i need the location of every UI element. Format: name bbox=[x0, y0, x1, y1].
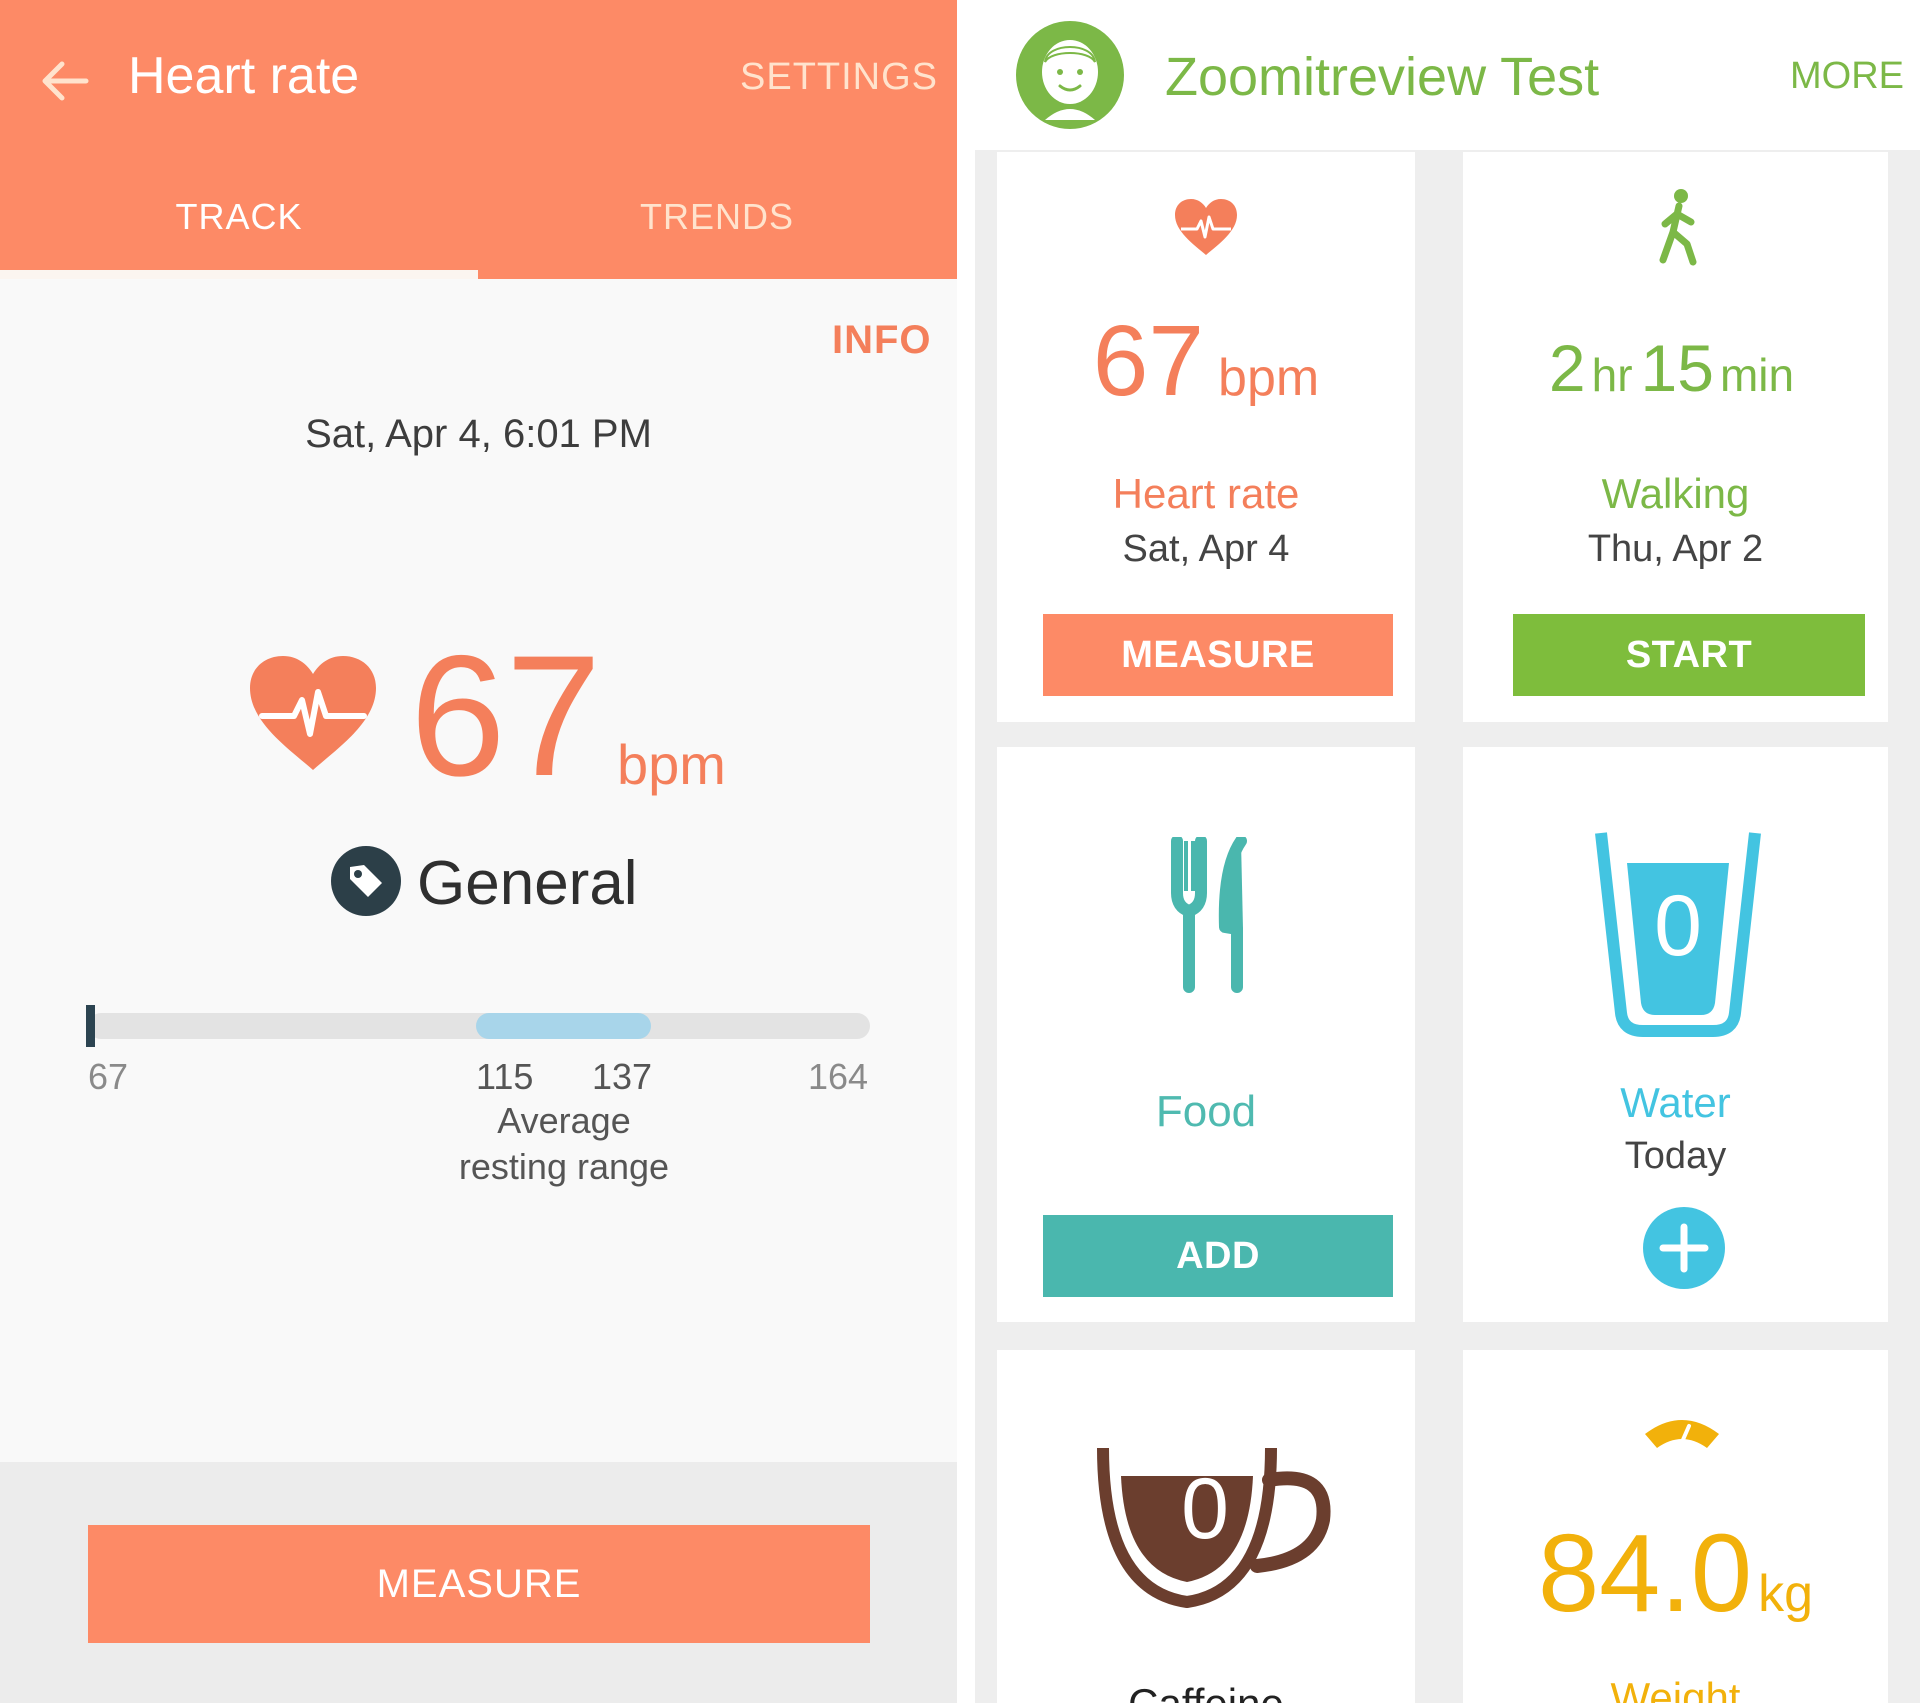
caffeine-count: 0 bbox=[1181, 1461, 1229, 1557]
weight-summary: 84.0 kg bbox=[1463, 1510, 1888, 1637]
fork-knife-icon bbox=[1171, 837, 1247, 993]
tag-icon[interactable] bbox=[330, 845, 402, 917]
more-button[interactable]: MORE bbox=[1790, 55, 1904, 97]
active-tab-indicator bbox=[0, 270, 478, 279]
range-low-label: 115 bbox=[476, 1056, 534, 1097]
measure-card-button[interactable]: MEASURE bbox=[1043, 614, 1393, 696]
food-card-label: Food bbox=[1155, 1087, 1257, 1136]
heart-pulse-icon bbox=[1175, 199, 1237, 255]
heart-rate-card-date: Sat, Apr 4 bbox=[1122, 528, 1290, 570]
range-high-label: 137 bbox=[592, 1056, 653, 1097]
weight-unit: kg bbox=[1758, 1565, 1813, 1623]
start-button[interactable]: START bbox=[1513, 614, 1865, 696]
walking-person-icon bbox=[1659, 189, 1697, 266]
heart-rate-card-unit: bpm bbox=[1218, 349, 1320, 407]
coffee-cup-icon bbox=[1097, 1447, 1331, 1609]
water-glass-icon bbox=[1595, 832, 1761, 1037]
caffeine-card-label: Caffeine bbox=[997, 1680, 1415, 1703]
walking-card-label: Walking bbox=[1601, 470, 1750, 517]
heart-rate-card-value: 67 bbox=[1092, 305, 1205, 417]
page-title: Heart rate bbox=[128, 47, 360, 105]
dashboard-screen: Zoomitreview Test MORE 67 bpm Heart rate … bbox=[975, 0, 1920, 1703]
info-button[interactable]: INFO bbox=[832, 318, 932, 362]
walking-duration: 2 hr 15 min bbox=[1463, 330, 1888, 406]
current-value-marker bbox=[86, 1005, 95, 1047]
food-card[interactable]: Food ADD bbox=[997, 747, 1415, 1322]
profile-bar bbox=[975, 0, 1920, 150]
heart-rate-card-label: Heart rate bbox=[1112, 470, 1300, 517]
heart-rate-value: 67 bbox=[410, 620, 602, 812]
range-min-label: 67 bbox=[88, 1056, 129, 1097]
water-card-date: Today bbox=[1624, 1135, 1727, 1177]
weight-card[interactable]: 84.0 kg Weight bbox=[1463, 1350, 1888, 1703]
weight-card-label: Weight bbox=[1610, 1674, 1741, 1703]
heart-rate-screen: Heart rate SETTINGS TRACK TRENDS INFO Sa… bbox=[0, 0, 957, 1703]
avatar[interactable] bbox=[1015, 20, 1125, 130]
walking-minutes: 15 bbox=[1640, 331, 1714, 405]
weight-value: 84.0 bbox=[1537, 1512, 1753, 1635]
scale-icon bbox=[1645, 1420, 1719, 1448]
heart-rate-summary: 67 bpm bbox=[997, 304, 1415, 419]
measurement-datetime: Sat, Apr 4, 6:01 PM bbox=[305, 412, 652, 456]
walking-card-date: Thu, Apr 2 bbox=[1587, 528, 1764, 570]
resting-range-bar bbox=[476, 1013, 651, 1039]
measure-button[interactable]: MEASURE bbox=[88, 1525, 870, 1643]
tag-label[interactable]: General bbox=[417, 849, 638, 918]
range-caption-line2: resting range bbox=[458, 1146, 670, 1187]
water-card[interactable]: 0 Water Today bbox=[1463, 747, 1888, 1322]
tab-track[interactable]: TRACK bbox=[175, 196, 303, 237]
back-arrow-icon[interactable] bbox=[36, 52, 94, 110]
range-caption-line1: Average bbox=[497, 1100, 631, 1141]
heart-pulse-icon bbox=[250, 656, 376, 770]
walking-hours: 2 bbox=[1548, 331, 1586, 405]
water-card-label: Water bbox=[1620, 1079, 1731, 1126]
heart-rate-card[interactable]: 67 bpm Heart rate Sat, Apr 4 MEASURE bbox=[997, 152, 1415, 722]
caffeine-card[interactable]: 0 Caffeine bbox=[997, 1350, 1415, 1703]
walking-hours-unit: hr bbox=[1591, 349, 1633, 401]
settings-button[interactable]: SETTINGS bbox=[740, 56, 939, 98]
heart-rate-unit: bpm bbox=[617, 733, 726, 796]
add-food-button[interactable]: ADD bbox=[1043, 1215, 1393, 1297]
water-count: 0 bbox=[1654, 878, 1702, 974]
profile-name[interactable]: Zoomitreview Test bbox=[1165, 47, 1600, 107]
app-bar bbox=[0, 0, 957, 279]
walking-card[interactable]: 2 hr 15 min Walking Thu, Apr 2 START bbox=[1463, 152, 1888, 722]
tab-trends[interactable]: TRENDS bbox=[639, 196, 794, 237]
plus-icon[interactable] bbox=[1643, 1207, 1725, 1289]
range-max-label: 164 bbox=[808, 1056, 869, 1097]
walking-minutes-unit: min bbox=[1719, 349, 1795, 401]
